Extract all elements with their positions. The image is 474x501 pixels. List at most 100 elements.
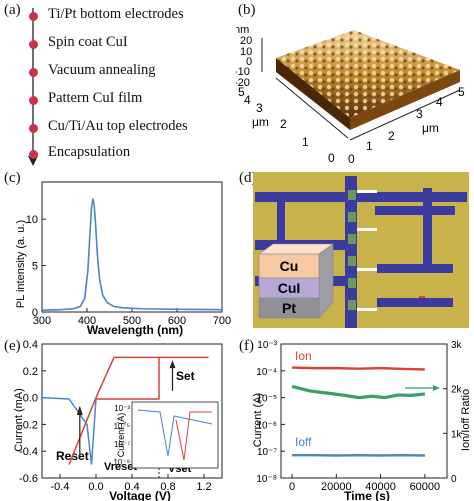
iv-inset-curve-red [175, 411, 212, 461]
retention-chart: Current (A) Ion/Ioff Ratio Time (s) Ion … [252, 340, 472, 501]
ret-xtick-label: 40000 [365, 481, 396, 493]
panel-e-label: (e) [4, 338, 21, 354]
panel-c: (c) PL intensity (a. u.) Wavelength (nm)… [0, 168, 237, 338]
pl-xtick-label: 300 [33, 315, 51, 327]
iv-ylabel: Current (mA) [13, 388, 25, 452]
panel-f-label: (f) [239, 338, 254, 354]
panel-f: (f) Current (A) Ion/Ioff Ratio Time (s) … [237, 334, 474, 501]
ret-ytick-label: 10⁻⁵ [256, 394, 277, 405]
pl-spectrum-line [41, 198, 223, 311]
ion-label: Ion [295, 349, 312, 363]
ret-ylabel: Current (A) [252, 393, 264, 447]
iv-ytick-label: -0.2 [19, 419, 38, 431]
cell-pad [348, 256, 356, 266]
iv-xtick-label: 0.8 [160, 481, 175, 493]
afm-y-unit: μm [252, 115, 269, 129]
iv-reset-arrowhead [76, 405, 83, 416]
ret-ytick-label: 10⁻⁴ [256, 367, 277, 378]
electrode-line [377, 298, 453, 307]
afm-z-tick: -10 [236, 66, 250, 78]
afm-z-tick: 0 [246, 56, 252, 68]
iv-inset-ytick-label: 10⁻⁹ [113, 458, 130, 467]
afm-y-tick: 1 [302, 135, 309, 149]
iv-ytick-label: 0.4 [23, 339, 38, 351]
afm-x-tick: 2 [388, 129, 395, 143]
iv-set-arrowhead [169, 360, 176, 369]
iv-ytick-label: -0.4 [19, 446, 38, 458]
pl-ytick-label: 10 [26, 214, 38, 226]
ret-series-2 [291, 384, 426, 400]
afm-z-tick: 10 [240, 46, 252, 58]
line-bright [357, 190, 377, 193]
panel-d-label: (d) [239, 170, 257, 186]
ret-ytick-right-label: 2k [451, 385, 463, 396]
electrode-line [375, 206, 455, 215]
iv-xtick-label: -0.4 [51, 481, 70, 493]
afm-y-tick: 2 [280, 117, 287, 131]
afm-x-tick: 3 [416, 107, 423, 121]
step-dot [29, 68, 38, 77]
pl-ylabel: PL intensity (a. u.) [15, 220, 27, 308]
pl-xtick-label: 700 [213, 315, 231, 327]
afm-x-tick: 5 [458, 85, 465, 99]
panel-e: (e) Current (mA) Voltage (V) Set Reset V… [0, 334, 237, 501]
iv-inset-ytick-label: 10⁻⁵ [114, 422, 130, 431]
afm-z-tick: -20 [236, 77, 250, 89]
iv-ytick-label: 0.2 [23, 366, 38, 378]
pl-chart: PL intensity (a. u.) Wavelength (nm) 300… [15, 181, 231, 337]
layer-cui-label: CuI [278, 280, 301, 296]
ret-ytick-label: 10⁻⁷ [257, 447, 277, 458]
ret-ytick-label: 10⁻³ [257, 340, 277, 351]
step-4: Pattern CuI film [48, 90, 143, 106]
ret-xlabel: Time (s) [344, 489, 390, 501]
afm-surface: nm 20 10 0 -10 -20 5 4 3 μm 2 1 0 0 1 2 … [236, 24, 465, 166]
line-bright [357, 228, 377, 231]
step-1: Ti/Pt bottom electrodes [48, 6, 184, 22]
pl-plot-frame [41, 181, 223, 313]
layer-cu-label: Cu [280, 258, 299, 274]
iv-set-label: Set [176, 369, 195, 383]
cell-pad [348, 212, 356, 222]
afm-x-tick: 1 [366, 139, 373, 153]
ioff-label: Ioff [295, 435, 312, 449]
afm-z-tick: 20 [240, 35, 252, 47]
iv-inset-frame [131, 401, 219, 469]
pl-ytick-label: 5 [32, 261, 38, 273]
pl-xtick-label: 400 [78, 315, 96, 327]
afm-x-unit: μm [422, 121, 439, 135]
panel-a-label: (a) [4, 2, 21, 18]
afm-x-tick: 4 [436, 95, 443, 109]
step-dot [29, 150, 38, 159]
iv-curve-0 [68, 356, 209, 465]
panel-b-label: (b) [238, 2, 256, 18]
device-micrograph: Cu CuI Pt [253, 172, 469, 328]
cell-pad [348, 234, 356, 244]
ret-ytick-label: 10⁻⁶ [256, 420, 277, 431]
pl-xtick-label: 500 [123, 315, 141, 327]
ret-xtick-label: 0 [289, 481, 295, 493]
step-dot [29, 124, 38, 133]
pl-xtick-label: 600 [168, 315, 186, 327]
scale-bar [419, 296, 425, 298]
ret-ytick-right-label: 1k [451, 429, 463, 440]
cell-pad [348, 300, 356, 310]
electrode-line [277, 192, 285, 252]
step-2: Spin coat CuI [48, 34, 128, 50]
ratio-arrowhead [433, 385, 440, 391]
iv-curve-1 [41, 396, 97, 465]
afm-y-tick: 4 [244, 93, 251, 107]
electrode-line [377, 264, 453, 273]
iv-inset-ytick-label: 10⁻⁷ [114, 440, 130, 449]
electrode-line [255, 192, 467, 202]
panel-d: (d) Cu CuI Pt [237, 168, 474, 338]
ret-xtick-label: 20000 [321, 481, 352, 493]
ret-series-0 [292, 366, 425, 371]
step-3: Vacuum annealing [48, 62, 156, 78]
step-dot [29, 12, 38, 21]
pl-ytick-label: 0 [32, 307, 38, 319]
step-dot [29, 40, 38, 49]
iv-inset-ylabel: Current (A) [116, 413, 126, 458]
electrode-line [423, 188, 432, 268]
panel-c-label: (c) [4, 170, 21, 186]
iv-xtick-label: 0.4 [124, 481, 139, 493]
